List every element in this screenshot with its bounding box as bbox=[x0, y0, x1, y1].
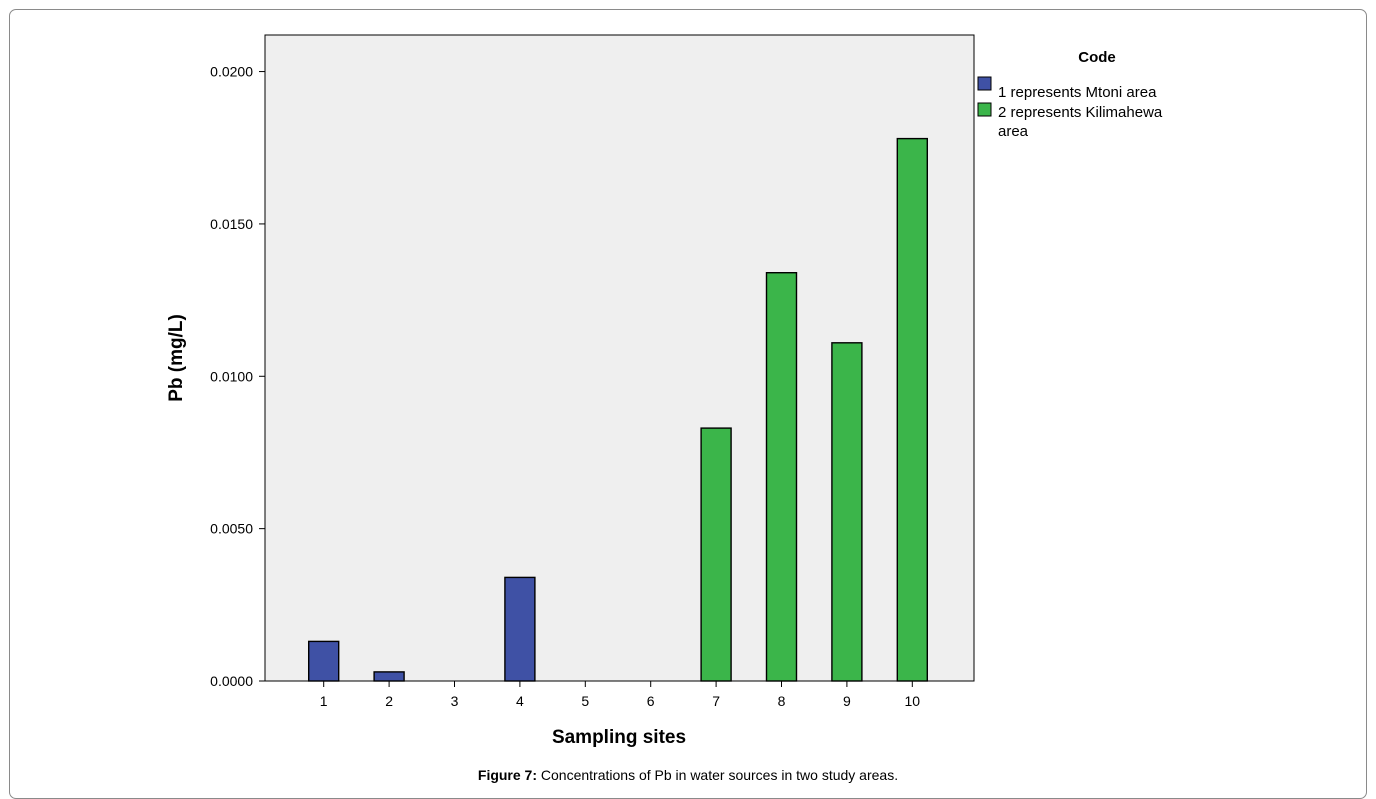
x-tick-label: 4 bbox=[516, 693, 524, 709]
x-tick-label: 6 bbox=[647, 693, 655, 709]
y-axis: 0.0000 0.0050 0.0100 0.0150 0.0200 bbox=[210, 64, 265, 689]
x-axis: 1 2 3 4 5 6 7 8 9 10 bbox=[320, 681, 920, 709]
bar-site-4 bbox=[504, 576, 536, 682]
bar-site-2 bbox=[373, 671, 405, 682]
bars-group bbox=[308, 137, 928, 682]
y-tick-label: 0.0000 bbox=[210, 673, 253, 689]
legend-label: area bbox=[998, 123, 1029, 140]
y-axis-title: Pb (mg/L) bbox=[166, 314, 187, 402]
figure-caption: Figure 7: Concentrations of Pb in water … bbox=[0, 767, 1376, 783]
x-tick-label: 7 bbox=[712, 693, 720, 709]
x-tick-label: 9 bbox=[843, 693, 851, 709]
y-tick-label: 0.0150 bbox=[210, 216, 253, 232]
x-tick-label: 5 bbox=[581, 693, 589, 709]
bar-site-9 bbox=[831, 342, 863, 682]
x-axis-title: Sampling sites bbox=[552, 727, 686, 748]
y-tick-label: 0.0100 bbox=[210, 368, 253, 384]
x-tick-label: 10 bbox=[905, 693, 921, 709]
y-tick-label: 0.0050 bbox=[210, 521, 253, 537]
bar-site-8 bbox=[765, 272, 798, 682]
legend-title: Code bbox=[1078, 49, 1116, 66]
bar-site-1 bbox=[308, 640, 340, 682]
bar-site-10 bbox=[896, 137, 928, 682]
legend-swatch bbox=[977, 102, 992, 117]
legend: Code 1 represents Mtoni area 2 represents… bbox=[977, 49, 1163, 140]
x-tick-label: 8 bbox=[778, 693, 786, 709]
caption-text: Concentrations of Pb in water sources in… bbox=[537, 767, 899, 783]
caption-label: Figure 7: bbox=[477, 767, 538, 783]
bar-site-7 bbox=[700, 427, 732, 682]
x-tick-label: 1 bbox=[320, 693, 328, 709]
legend-swatch bbox=[977, 76, 992, 91]
plot-area bbox=[264, 34, 975, 682]
legend-label: 1 represents Mtoni area bbox=[998, 84, 1157, 101]
legend-label: 2 represents Kilimahewa bbox=[998, 104, 1163, 121]
x-tick-label: 3 bbox=[451, 693, 459, 709]
y-tick-label: 0.0200 bbox=[210, 64, 253, 80]
x-tick-label: 2 bbox=[385, 693, 393, 709]
